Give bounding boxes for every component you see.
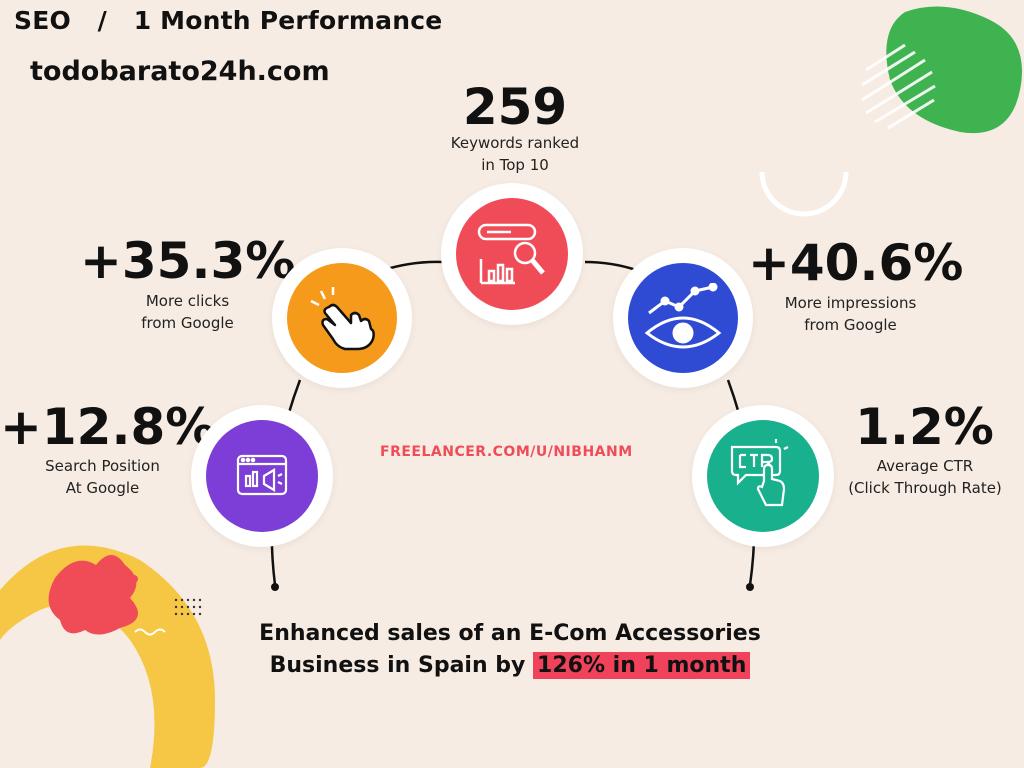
- footer-line2-prefix: Business in Spain by: [269, 653, 534, 678]
- keywords-label: Keywords ranked in Top 10: [410, 132, 620, 176]
- page-title: SEO / 1 Month Performance: [14, 6, 443, 35]
- impressions-label-line2: from Google: [804, 316, 897, 334]
- keywords-circle: [441, 183, 583, 325]
- keywords-label-line1: Keywords ranked: [450, 134, 580, 152]
- impressions-label-line1: More impressions: [784, 294, 917, 312]
- position-circle: [191, 405, 333, 547]
- impressions-label: More impressions from Google: [748, 292, 953, 336]
- footer-line1: Enhanced sales of an E-Com Accessories: [259, 621, 761, 646]
- clicks-label-line2: from Google: [141, 314, 234, 332]
- footer-highlight: 126% in 1 month: [533, 652, 751, 679]
- clicks-label-line1: More clicks: [145, 292, 230, 310]
- pointer-hand-icon: [287, 263, 397, 373]
- clicks-circle: [272, 248, 412, 388]
- position-label-line1: Search Position: [45, 457, 160, 475]
- ctr-label-line2: (Click Through Rate): [848, 479, 1002, 497]
- impressions-circle: [613, 248, 753, 388]
- ctr-click-icon: [707, 420, 819, 532]
- ctr-label-line1: Average CTR: [876, 457, 974, 475]
- clicks-label: More clicks from Google: [90, 290, 285, 334]
- search-chart-icon: [456, 198, 568, 310]
- position-label: Search Position At Google: [20, 455, 185, 499]
- footer-headline: Enhanced sales of an E-Com Accessories B…: [230, 618, 790, 682]
- browser-megaphone-icon: [206, 420, 318, 532]
- watermark-text: FREELANCER.COM/U/NIBHANM: [380, 444, 633, 460]
- footer-line2: Business in Spain by 126% in 1 month: [230, 650, 790, 682]
- ctr-label: Average CTR (Click Through Rate): [830, 455, 1020, 499]
- keywords-label-line2: in Top 10: [481, 156, 549, 174]
- ctr-circle: [692, 405, 834, 547]
- clicks-value: +35.3%: [80, 232, 296, 290]
- impressions-value: +40.6%: [748, 234, 964, 292]
- position-label-line2: At Google: [65, 479, 140, 497]
- eye-trend-icon: [628, 263, 738, 373]
- keywords-value: 259: [462, 78, 568, 136]
- position-value: +12.8%: [0, 398, 216, 456]
- ctr-value: 1.2%: [855, 398, 994, 456]
- site-domain: todobarato24h.com: [30, 56, 330, 87]
